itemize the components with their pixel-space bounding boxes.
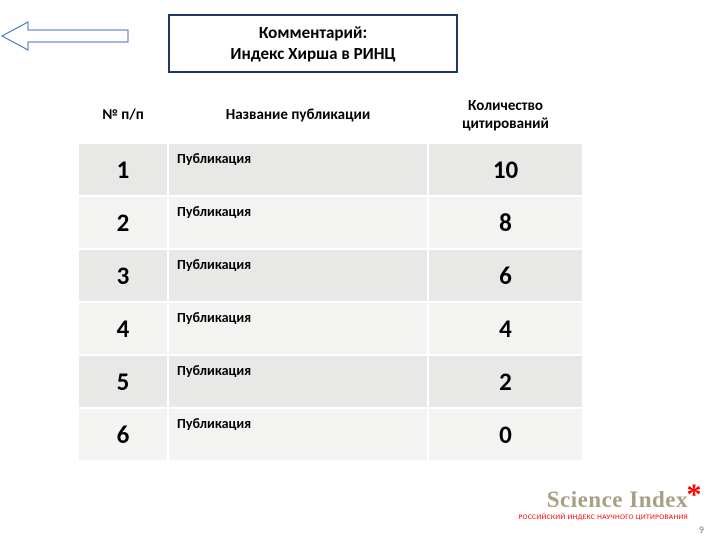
cell-index: 2 [78,196,168,249]
cell-name: Публикация [168,143,428,196]
logo-main: Science Index * [547,487,688,513]
table-row: 5 Публикация 2 [78,355,583,408]
cell-citations: 10 [428,143,583,196]
science-index-logo: Science Index * РОССИЙСКИЙ ИНДЕКС НАУЧНО… [518,487,688,522]
logo-subtitle: РОССИЙСКИЙ ИНДЕКС НАУЧНОГО ЦИТИРОВАНИЯ [518,513,688,522]
cell-citations: 4 [428,302,583,355]
cell-name: Публикация [168,249,428,302]
callout-arrow-icon [0,18,130,58]
col-header-citations: Количество цитирований [428,87,583,143]
logo-star-icon: * [687,478,703,512]
page-number: 9 [699,523,704,536]
cell-index: 6 [78,408,168,461]
comment-subtitle: Индекс Хирша в РИНЦ [180,43,446,64]
publications-table: № п/п Название публикации Количество цит… [77,86,584,462]
table-row: 4 Публикация 4 [78,302,583,355]
cell-index: 1 [78,143,168,196]
table-row: 2 Публикация 8 [78,196,583,249]
table-row: 1 Публикация 10 [78,143,583,196]
cell-name: Публикация [168,302,428,355]
cell-citations: 6 [428,249,583,302]
comment-title: Комментарий: [180,22,446,43]
cell-index: 5 [78,355,168,408]
table-row: 6 Публикация 0 [78,408,583,461]
cell-citations: 0 [428,408,583,461]
cell-index: 4 [78,302,168,355]
cell-index: 3 [78,249,168,302]
table-row: 3 Публикация 6 [78,249,583,302]
col-header-index: № п/п [78,87,168,143]
logo-main-text: Science Index [547,487,688,512]
cell-name: Публикация [168,196,428,249]
table-header-row: № п/п Название публикации Количество цит… [78,87,583,143]
comment-box: Комментарий: Индекс Хирша в РИНЦ [168,14,458,73]
cell-name: Публикация [168,408,428,461]
cell-citations: 2 [428,355,583,408]
cell-citations: 8 [428,196,583,249]
col-header-name: Название публикации [168,87,428,143]
cell-name: Публикация [168,355,428,408]
